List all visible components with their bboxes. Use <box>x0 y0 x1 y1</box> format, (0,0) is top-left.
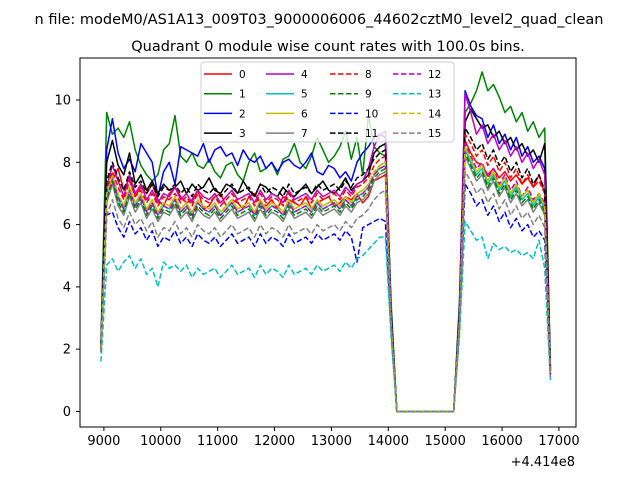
legend-label-8: 8 <box>365 69 372 81</box>
x-tick-label: 11000 <box>197 434 238 449</box>
series-line-7 <box>100 155 552 413</box>
y-tick-label: 0 <box>63 405 71 420</box>
x-tick-label: 15000 <box>424 434 465 449</box>
legend-label-3: 3 <box>239 128 246 140</box>
legend-label-4: 4 <box>301 69 308 81</box>
legend-label-11: 11 <box>365 128 378 140</box>
figure-title: n file: modeM0/AS1A13_009T03_9000006006_… <box>35 12 604 28</box>
series-line-3 <box>100 108 552 413</box>
series-line-11 <box>100 127 552 413</box>
series-line-13 <box>100 220 552 413</box>
x-offset-label: +4.414e8 <box>511 455 575 470</box>
x-tick-label: 16000 <box>481 434 522 449</box>
y-tick-label: 10 <box>54 94 71 109</box>
series-line-15 <box>100 170 552 413</box>
legend-label-15: 15 <box>428 128 441 140</box>
chart-title: Quadrant 0 module wise count rates with … <box>131 39 525 55</box>
legend-label-7: 7 <box>301 128 308 140</box>
x-tick-label: 10000 <box>140 434 181 449</box>
legend-label-12: 12 <box>428 69 441 81</box>
ticks-layer: 9000 10000 11000 12000 13000 14000 15000 16000 1… <box>54 94 579 449</box>
series-line-10 <box>100 183 552 413</box>
series-line-1 <box>100 71 552 413</box>
legend-label-0: 0 <box>239 69 246 81</box>
series-line-8 <box>100 133 552 413</box>
x-tick-label: 14000 <box>368 434 409 449</box>
plot-frame <box>79 57 577 428</box>
legend-label-13: 13 <box>428 89 441 101</box>
legend-label-5: 5 <box>301 89 308 101</box>
y-tick-label: 8 <box>63 156 71 171</box>
series-line-4 <box>100 93 552 413</box>
y-tick-label: 4 <box>63 280 71 295</box>
y-tick-label: 2 <box>63 343 71 358</box>
y-tick-label: 6 <box>63 218 71 233</box>
series-line-2 <box>100 89 552 413</box>
legend-label-1: 1 <box>239 89 246 101</box>
legend-label-10: 10 <box>365 108 378 120</box>
legend-label-9: 9 <box>365 89 372 101</box>
series-line-12 <box>100 142 552 413</box>
legend-box <box>200 61 455 143</box>
x-tick-label: 13000 <box>311 434 352 449</box>
legend-label-2: 2 <box>239 108 246 120</box>
x-tick-label: 12000 <box>254 434 295 449</box>
series-line-6 <box>100 145 552 413</box>
x-tick-label: 17000 <box>538 434 579 449</box>
legend-label-14: 14 <box>428 108 442 120</box>
x-tick-label: 9000 <box>87 434 120 449</box>
series-line-9 <box>100 152 552 413</box>
legend-label-6: 6 <box>301 108 308 120</box>
series-layer <box>100 71 552 413</box>
